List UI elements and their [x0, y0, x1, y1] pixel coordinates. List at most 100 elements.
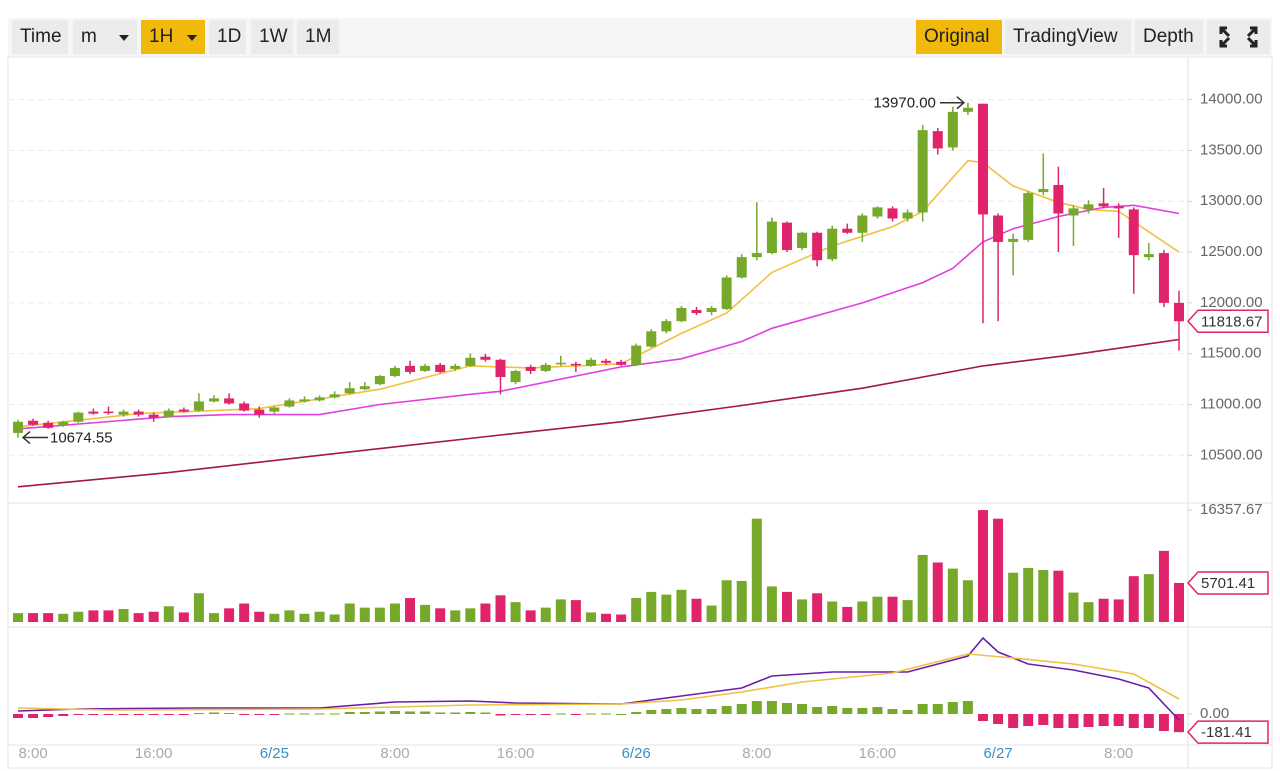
candle-body: [691, 309, 702, 314]
volume-bar: [118, 609, 129, 622]
candle-body: [465, 357, 476, 366]
x-tick-label: 8:00: [742, 745, 771, 762]
volume-bar: [480, 603, 491, 622]
toolbar-button[interactable]: TradingView: [1005, 20, 1131, 54]
candle-body: [601, 360, 612, 363]
macd-bar: [1098, 714, 1109, 726]
macd-bar: [993, 714, 1004, 724]
candle-body: [857, 215, 868, 233]
volume-bar: [691, 598, 702, 622]
volume-bar: [1008, 572, 1019, 622]
macd-bar: [706, 709, 717, 714]
candle-body: [1068, 208, 1079, 216]
volume-bar: [857, 601, 868, 622]
candle-body: [1008, 238, 1019, 242]
candle-body: [495, 359, 506, 378]
dropdown-caret: [187, 35, 197, 41]
candle-body: [661, 321, 672, 332]
value-box: [1186, 309, 1269, 334]
volume-bar: [58, 613, 69, 622]
macd-bar: [1113, 714, 1124, 726]
toolbar-button[interactable]: 1M: [297, 20, 339, 54]
candle-body: [1143, 254, 1154, 258]
candle-body: [585, 359, 596, 366]
value-box-label: 5701.41: [1201, 575, 1255, 592]
macd-bar: [766, 701, 777, 714]
volume-bar: [148, 611, 159, 622]
volume-bar: [344, 603, 355, 622]
macd-bar: [1053, 714, 1064, 728]
annotation-label: 13970.00: [873, 95, 936, 112]
macd-bar: [269, 714, 280, 715]
y-tick-label: 10500.00: [1200, 446, 1263, 463]
candle-body: [389, 367, 400, 377]
x-tick-label: 16:00: [497, 745, 535, 762]
button-label: 1M: [305, 26, 332, 47]
volume-bar: [570, 600, 581, 622]
button-label: m: [81, 26, 97, 47]
volume-bar: [314, 611, 325, 622]
y-tick-label: 13500.00: [1200, 141, 1263, 158]
macd-bar: [1128, 714, 1139, 728]
toolbar-button[interactable]: 1D: [209, 20, 246, 54]
fullscreen-icon: [1219, 26, 1258, 48]
volume-bar: [299, 613, 310, 622]
volume-bar: [781, 591, 792, 622]
candle-body: [405, 365, 416, 372]
volume-bar: [1143, 574, 1154, 622]
volume-bar: [661, 594, 672, 622]
macd-bar: [88, 714, 99, 715]
volume-bar: [887, 596, 898, 622]
toolbar-button[interactable]: 1W: [251, 20, 293, 54]
macd-bar: [58, 714, 69, 716]
candle-body: [631, 345, 642, 365]
candle-body: [797, 232, 808, 249]
candle-body: [570, 363, 581, 366]
value-box-label: -181.41: [1201, 724, 1252, 741]
volume-bar: [646, 591, 657, 622]
macd-bar: [480, 712, 491, 714]
macd-bar: [329, 713, 340, 715]
volume-bar: [842, 606, 853, 622]
candle-body: [902, 212, 913, 219]
button-label: Depth: [1143, 26, 1194, 47]
toolbar: Time m 1H 1D 1W 1M Original TradingView Depth: [8, 18, 1272, 56]
button-label: Original: [924, 26, 990, 47]
volume-bar: [827, 601, 838, 622]
macd-bar: [28, 714, 39, 718]
volume-bar: [721, 580, 732, 622]
macd-bar: [540, 714, 551, 715]
macd-bar: [254, 714, 265, 715]
volume-bar: [495, 595, 506, 622]
macd-bar: [163, 714, 174, 715]
x-tick-label: 8:00: [380, 745, 409, 762]
toolbar-button[interactable]: Original: [916, 20, 1002, 54]
candle-body: [646, 331, 657, 347]
volume-bar: [1174, 582, 1184, 622]
candle-body: [721, 277, 732, 309]
candle-body: [706, 307, 717, 313]
toolbar-button[interactable]: Depth: [1135, 20, 1203, 54]
volume-bar: [450, 610, 461, 622]
fullscreen-button[interactable]: [1207, 20, 1270, 54]
y-tick-label: 12500.00: [1200, 243, 1263, 260]
volume-bar: [88, 610, 99, 622]
candle-body: [28, 420, 39, 425]
annotation-label: 10674.55: [50, 430, 113, 447]
button-label: Time: [20, 26, 62, 47]
volume-bar: [389, 603, 400, 622]
value-box-label: 11818.67: [1201, 313, 1262, 330]
indicator-line: [17, 653, 1180, 711]
volume-bar: [555, 599, 566, 622]
candle-body: [616, 361, 627, 365]
volume-bar: [1128, 576, 1139, 622]
candle-body: [193, 401, 204, 411]
indicator-line: [17, 338, 1180, 488]
macd-bar: [193, 713, 204, 714]
volume-bar: [133, 613, 144, 622]
volume-bar: [1068, 592, 1079, 622]
toolbar-button[interactable]: Time: [12, 20, 68, 54]
toolbar-button[interactable]: 1H: [141, 20, 205, 54]
toolbar-button[interactable]: m: [73, 20, 137, 54]
macd-bar: [570, 714, 581, 715]
